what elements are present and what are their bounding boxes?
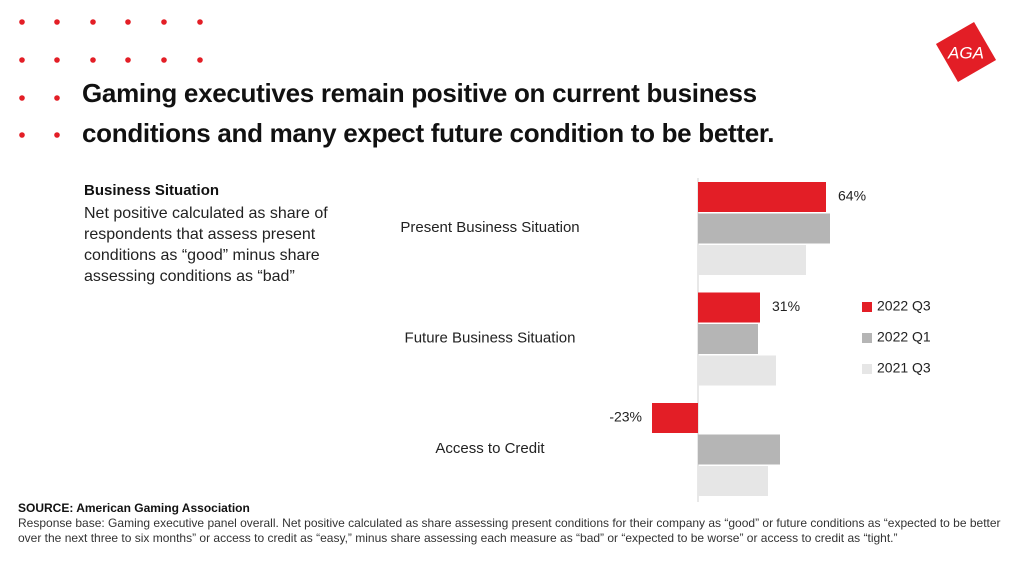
bar — [698, 213, 830, 244]
bar — [698, 182, 826, 212]
value-label: 31% — [772, 298, 800, 314]
subtitle: Business Situation — [84, 182, 220, 199]
description: Net positive calculated as share of resp… — [84, 205, 328, 285]
bar — [698, 466, 768, 496]
legend-swatch — [862, 364, 872, 374]
legend-swatch — [862, 333, 872, 343]
decor-dots — [19, 19, 203, 138]
legend-label: 2022 Q3 — [877, 298, 931, 314]
bar — [698, 324, 758, 354]
logo: AGA — [935, 21, 997, 83]
bar — [698, 355, 776, 386]
category-label: Present Business Situation — [400, 219, 579, 236]
title-line: conditions and many expect future condit… — [82, 118, 775, 148]
bar — [652, 403, 698, 433]
legend-swatch — [862, 302, 872, 312]
bar — [698, 245, 806, 275]
legend-label: 2021 Q3 — [877, 360, 931, 376]
footnote: Response base: Gaming executive panel ov… — [18, 516, 1001, 545]
category-label: Access to Credit — [435, 440, 545, 457]
value-label: 64% — [838, 188, 866, 204]
title-line: Gaming executives remain positive on cur… — [82, 78, 757, 108]
source: SOURCE: American Gaming Association — [18, 501, 250, 515]
logo-text: AGA — [947, 43, 984, 62]
bar — [698, 292, 760, 323]
category-label: Future Business Situation — [405, 329, 576, 346]
value-label: -23% — [609, 409, 642, 425]
bar — [698, 434, 780, 465]
legend-label: 2022 Q1 — [877, 329, 931, 345]
